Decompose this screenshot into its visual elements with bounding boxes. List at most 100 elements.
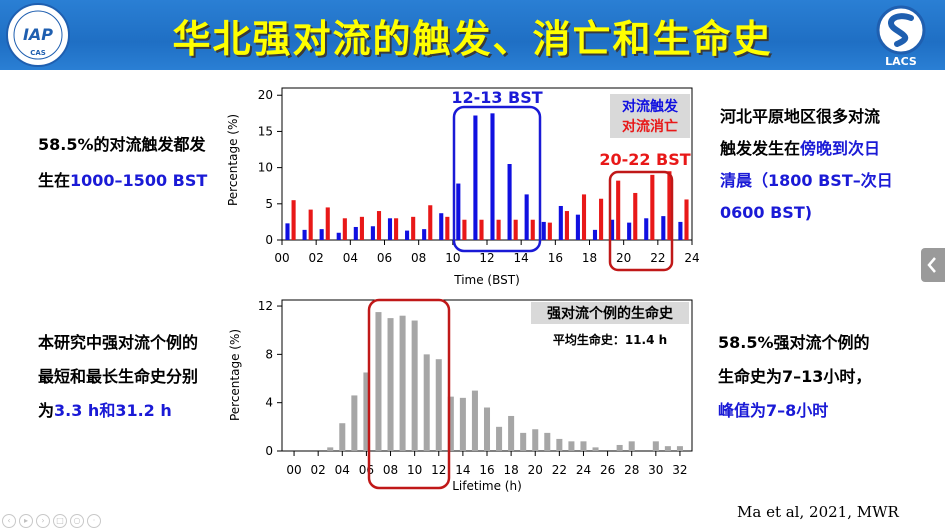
initiation-bar (592, 229, 598, 240)
diurnal-bars (285, 113, 689, 240)
diurnal-chart: 0 5 10 15 20 00 02 04 06 08 10 12 14 16 18 20 22 24 Perc… (226, 87, 700, 287)
initiation-bar (575, 214, 580, 240)
lifetime-bar (580, 441, 587, 451)
diurnal-x-tick-label: 10 (445, 251, 460, 265)
hebei-summary-line2: 触发发生在傍晚到次日 (720, 133, 893, 165)
initiation-bar (610, 219, 615, 240)
diurnal-y-axis-label: Percentage (%) (226, 114, 240, 206)
peak-lifetime-highlight-box (367, 298, 451, 490)
dissipation-bar (291, 200, 296, 240)
diurnal-y-tick-label: 20 (258, 88, 273, 102)
initiation-bar (490, 113, 495, 240)
prev-icon[interactable]: ‹ (2, 514, 16, 528)
lifetime-chart-title: 强对流个例的生命史 (547, 305, 674, 322)
chevron-left-icon (927, 257, 936, 273)
lifetime-bar (375, 312, 382, 451)
diurnal-x-tick-label: 04 (343, 251, 358, 265)
initiation-bar (661, 216, 666, 240)
zoom-icon[interactable]: ○ (70, 514, 84, 528)
initiation-bar (678, 221, 683, 240)
dissipation-bar (462, 219, 467, 240)
hebei-summary-line1: 河北平原地区很多对流 (720, 107, 881, 126)
initiation-bar (507, 164, 512, 240)
dissipation-bar (376, 211, 382, 240)
copy-icon[interactable]: □ (53, 514, 67, 528)
dissipation-bar (342, 218, 347, 240)
lifetime-bar (483, 407, 491, 451)
lifetime-y-axis: 0 4 8 12 (258, 299, 282, 458)
initiation-bar (644, 218, 649, 240)
diurnal-x-tick-label: 16 (548, 251, 563, 265)
diurnal-x-tick-label: 02 (309, 251, 324, 265)
lifetime-x-tick-label: 20 (528, 463, 543, 477)
lifetime-y-tick-label: 8 (265, 347, 273, 361)
initiation-summary-prefix: 生在 (38, 171, 71, 190)
hebei-summary-line4: 0600 BST) (720, 203, 813, 222)
initiation-bar (285, 223, 290, 240)
initiation-bar (524, 194, 529, 240)
lifetime-y-tick-label: 0 (265, 444, 273, 458)
dissipation-bar (445, 216, 450, 240)
initiation-bar (439, 213, 444, 240)
dissipation-bar (428, 205, 433, 240)
dissipation-bar (564, 211, 569, 240)
lifetime-bar (399, 315, 406, 451)
lifetime-bar (556, 438, 563, 451)
mean-lifetime-label: 平均生命史：11.4 h (553, 332, 667, 347)
initiation-summary: 58.5%的对流触发都发 生在1000–1500 BST (38, 127, 207, 199)
lifetime-peak-summary: 58.5%强对流个例的 生命史为7–13小时， 峰值为7–8小时 (718, 326, 871, 428)
peak-initiation-highlight-box (452, 105, 542, 253)
initiation-bar (319, 229, 324, 240)
dissipation-bar (599, 198, 604, 240)
next-icon[interactable]: › (36, 514, 50, 528)
side-panel-toggle[interactable] (921, 248, 945, 282)
lifetime-range-prefix: 为 (38, 401, 55, 420)
initiation-bar (558, 205, 563, 240)
lifetime-bar (471, 390, 478, 451)
lifetime-bar (592, 447, 599, 451)
citation: Ma et al, 2021, MWR (737, 503, 899, 521)
lifetime-bar (423, 354, 430, 451)
peak-dissipation-highlight-box (608, 170, 674, 272)
initiation-time-range: 1000–1500 BST (70, 171, 208, 190)
lifetime-bar (664, 446, 671, 451)
play-icon[interactable]: ▸ (19, 514, 33, 528)
lifetime-x-tick-label: 22 (552, 463, 567, 477)
hebei-summary-line3: 清晨（1800 BST–次日 (720, 171, 893, 190)
initiation-bar (541, 221, 546, 240)
lifetime-range-line2: 最短和最长生命史分别 (38, 367, 199, 386)
lacs-logo: LACS (865, 4, 937, 68)
iap-logo: IAP CAS (4, 2, 72, 68)
initiation-bar (456, 183, 461, 240)
dissipation-bar (325, 207, 330, 240)
lifetime-x-tick-label: 14 (455, 463, 470, 477)
lifetime-bar (508, 415, 515, 451)
initiation-bar (422, 229, 427, 240)
lifetime-x-tick-label: 10 (407, 463, 422, 477)
lifetime-range-summary: 本研究中强对流个例的 最短和最长生命史分别 为3.3 h和31.2 h (38, 326, 198, 428)
lifetime-x-tick-label: 32 (672, 463, 687, 477)
lifetime-x-tick-label: 18 (503, 463, 518, 477)
legend-initiation: 对流触发 (622, 98, 679, 115)
diurnal-x-axis: 00 02 04 06 08 10 12 14 16 18 20 22 24 (274, 240, 700, 265)
lifetime-bar (628, 441, 635, 451)
lifetime-x-tick-label: 04 (335, 463, 350, 477)
dissipation-bar (616, 180, 621, 240)
lifetime-peak-line1: 58.5%强对流个例的 (718, 333, 870, 352)
diurnal-x-axis-label: Time (BST) (453, 273, 520, 287)
more-icon[interactable]: · (87, 514, 101, 528)
lifetime-x-tick-label: 02 (311, 463, 326, 477)
lifetime-bar (447, 396, 454, 451)
lifetime-bar (459, 397, 466, 451)
lifetime-bar (652, 441, 659, 451)
lifetime-x-axis-label: Lifetime (h) (452, 479, 522, 493)
lifetime-y-tick-label: 12 (258, 299, 273, 313)
lifetime-x-tick-label: 16 (479, 463, 494, 477)
dissipation-bar (650, 174, 655, 240)
dissipation-bar (394, 218, 399, 240)
dissipation-bar (684, 199, 689, 240)
dissipation-bar (547, 222, 552, 240)
lifetime-bar (496, 426, 503, 451)
diurnal-x-tick-label: 14 (514, 251, 529, 265)
